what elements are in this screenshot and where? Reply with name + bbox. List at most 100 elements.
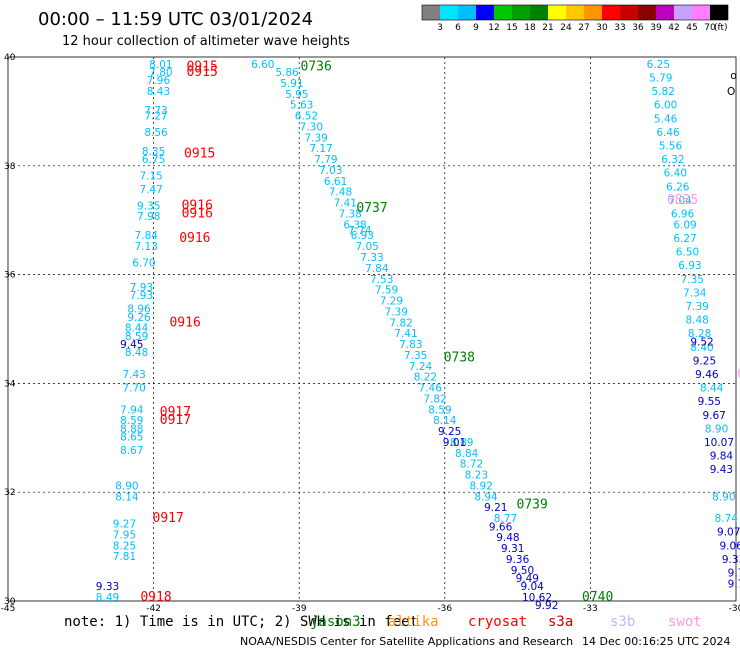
wave-height-label: 7.70 (122, 383, 145, 395)
wave-height-label: 8.72 (460, 459, 483, 471)
wave-height-label: 5.63 (290, 100, 313, 112)
colorbar-label: 70 (704, 23, 716, 33)
wave-height-label: 7.27 (144, 111, 167, 123)
wave-height-label: 7.95 (113, 529, 136, 541)
wave-height-label: 7.81 (113, 551, 136, 563)
wave-height-label: 8.59 (125, 331, 148, 343)
x-tick-label: -36 (437, 604, 452, 614)
wave-height-label: 6.09 (673, 219, 696, 231)
colorbar-swatch (620, 5, 638, 20)
colorbar-swatch (674, 5, 692, 20)
y-tick-label: 36 (4, 271, 16, 281)
wave-height-label: 8.59 (120, 415, 143, 427)
axis-ticks: -45 -42 -39 -36 -33 -30 30 32 34 36 38 40 (1, 53, 740, 614)
wave-height-label: 9.45 (120, 339, 143, 351)
wave-height-label: 7.17 (309, 143, 332, 155)
wave-height-label: 7.93 (130, 290, 153, 302)
wave-height-label: 7.34 (683, 287, 707, 299)
wave-height-label: 7.04 (668, 195, 692, 207)
wave-height-label: 8.90 (705, 423, 728, 435)
wave-height-label: 7.15 (139, 170, 162, 182)
wave-height-label: 6.27 (673, 233, 696, 245)
x-tick-label: -33 (583, 604, 598, 614)
pass-time-label: 0915 (184, 147, 215, 162)
colorbar-swatch (512, 5, 530, 20)
x-tick-label: -45 (1, 604, 16, 614)
wave-height-label: 7.43 (122, 369, 145, 381)
plot-area: -45-42-39-36-33-30303234363840 8.017.807… (1, 53, 740, 614)
y-tick-label: 30 (4, 597, 16, 607)
colorbar-swatch (692, 5, 710, 20)
wave-height-label: 7.84 (365, 263, 389, 275)
wave-height-label: 7.83 (399, 339, 422, 351)
pass-time-label: 0916 (169, 315, 200, 330)
wave-height-label: 8.48 (685, 315, 708, 327)
wave-height-label: 7.35 (681, 274, 704, 286)
wave-height-label: 8.44 (700, 383, 724, 395)
wave-height-label: 6.26 (666, 181, 690, 193)
colorbar-label: 15 (506, 23, 517, 33)
wave-height-label: 8.40 (690, 342, 713, 354)
wave-height-label: 6.52 (295, 111, 318, 123)
y-tick-label: 40 (4, 53, 16, 63)
wave-height-label: 8.94 (474, 491, 498, 503)
colorbar-swatch (602, 5, 620, 20)
wave-height-label: 8.84 (455, 448, 479, 460)
wave-height-label: 9.66 (489, 521, 513, 533)
wave-height-label: 9.7 (728, 578, 740, 590)
wave-height-label: 6.70 (132, 257, 155, 269)
y-tick-label: 34 (4, 379, 16, 389)
wave-height-label: 6.40 (664, 168, 687, 180)
colorbar-swatch (566, 5, 584, 20)
colorbar-label: 12 (488, 23, 499, 33)
wave-height-label: 8.67 (120, 445, 143, 457)
colorbar: 3 6 9 12 15 18 21 24 27 30 33 36 39 42 45 70(ft) (421, 4, 729, 33)
wave-height-label: 9.67 (702, 410, 725, 422)
wave-height-label: 9.26 (127, 312, 151, 324)
wave-height-label: 7.33 (360, 252, 383, 264)
wave-height-label: 5.86 (275, 67, 299, 79)
colorbar-swatch (440, 5, 458, 20)
wave-height-label: 7.39 (685, 301, 708, 313)
wave-height-label: 8.28 (688, 328, 711, 340)
time-labels: 0915091509150916091609160916091709170917… (140, 60, 740, 605)
colorbar-label: 45 (686, 23, 697, 33)
colorbar-label: 27 (578, 23, 589, 33)
wave-height-label: 7.41 (394, 328, 417, 340)
pass-time-label: 0740 (582, 590, 613, 605)
colorbar-swatch (584, 5, 602, 20)
wave-height-label: 9.52 (690, 336, 713, 348)
colorbar-swatch (422, 5, 440, 20)
grid (8, 57, 736, 601)
wave-height-label: 9.48 (496, 532, 519, 544)
satellite-jason3: jason3 (310, 614, 361, 630)
wave-height-label: 7.13 (135, 241, 158, 253)
wave-height-label: 9.31 (501, 543, 524, 555)
wave-height-label: 6.00 (654, 100, 677, 112)
wave-height-label: 9.25 (693, 355, 716, 367)
wave-height-label: 6.96 (671, 208, 695, 220)
satellite-legend: jason3 altika cryosat s3a s3b swot (310, 614, 702, 630)
wave-height-label: 7.93 (130, 282, 153, 294)
colorbar-swatch (656, 5, 674, 20)
wave-height-label: 7.03 (319, 165, 342, 177)
wave-height-label: 8.23 (465, 470, 488, 482)
wave-height-label: 7.96 (147, 75, 171, 87)
x-tick-label: -39 (292, 604, 307, 614)
wave-height-label: 6.75 (142, 154, 165, 166)
wave-height-label: 8.43 (147, 86, 170, 98)
wave-height-label: 9.7 (728, 568, 740, 580)
wave-height-label: 8.49 (96, 592, 119, 604)
wave-height-label: 9.01 (443, 437, 466, 449)
wave-height-label: 8.89 (450, 437, 473, 449)
pass-time-label: 0739 (517, 498, 548, 513)
satellite-altika: altika (388, 614, 439, 630)
wave-height-label: 8.56 (144, 127, 168, 139)
wave-height-label: 6.46 (656, 127, 680, 139)
x-tick-label: -42 (146, 604, 161, 614)
wave-height-label: 7.82 (389, 317, 412, 329)
wave-height-label: 9.92 (535, 600, 558, 612)
wave-height-label: 7.39 (385, 306, 408, 318)
wave-height-label: 7.41 (334, 198, 357, 210)
